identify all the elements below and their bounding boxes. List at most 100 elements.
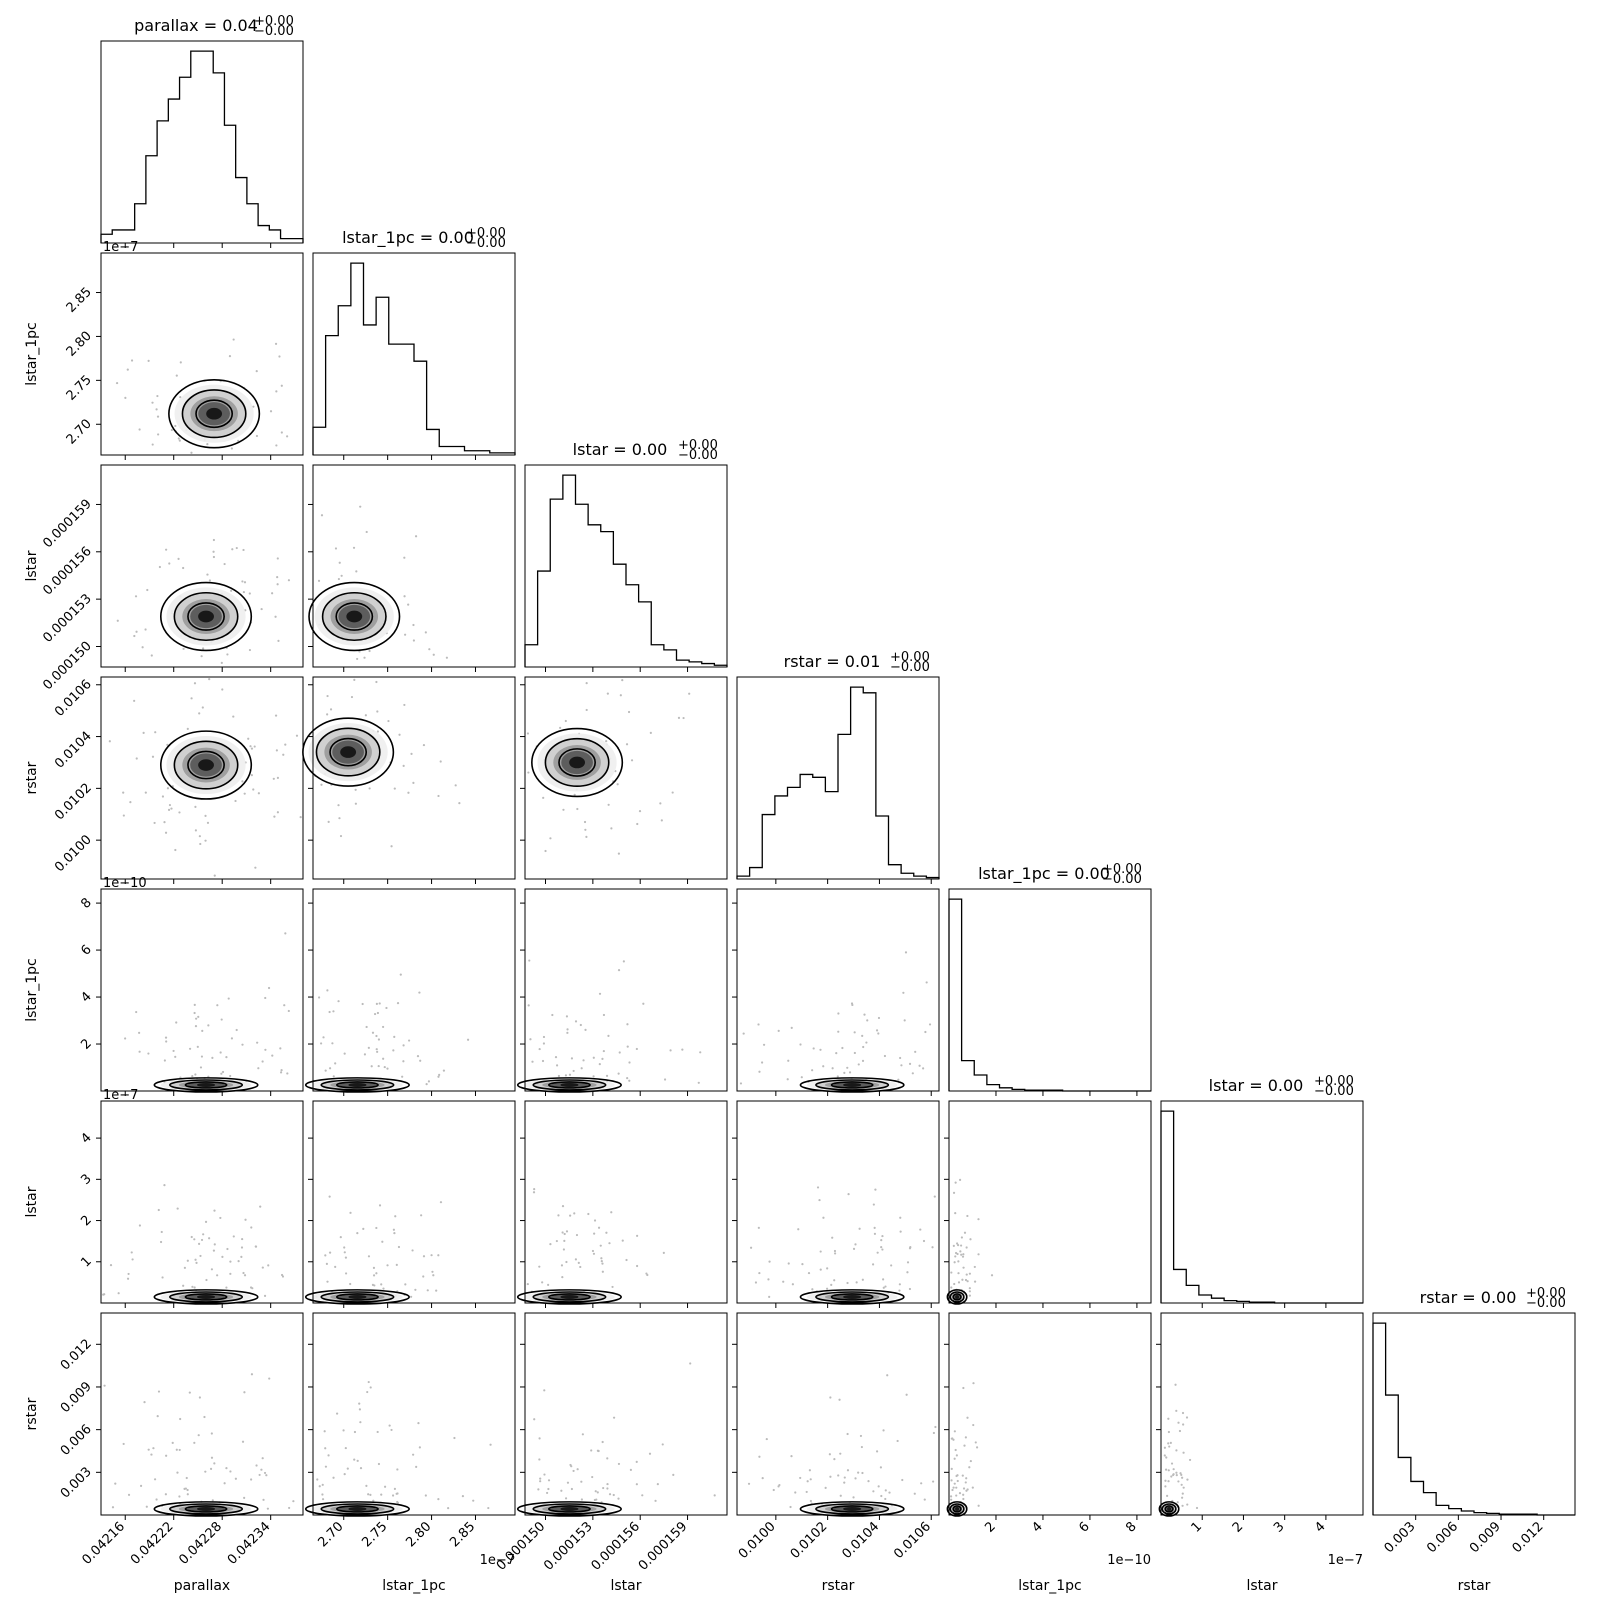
- sample-point: [250, 1478, 253, 1481]
- sample-point: [583, 820, 587, 824]
- sample-point: [932, 1480, 935, 1483]
- sample-point: [193, 1003, 196, 1007]
- sample-point: [284, 743, 287, 746]
- sample-point: [127, 1493, 131, 1496]
- sample-point: [326, 1280, 329, 1283]
- y-axis-label: lstar_1pc: [24, 958, 40, 1022]
- sample-point: [252, 788, 255, 791]
- sample-point: [391, 1494, 395, 1497]
- sample-point: [163, 1059, 166, 1062]
- sample-point: [317, 579, 321, 582]
- sample-point: [328, 1067, 332, 1070]
- sample-point: [906, 1271, 909, 1274]
- sample-point: [203, 1415, 206, 1419]
- sample-point: [950, 1286, 953, 1289]
- sample-point: [959, 1250, 962, 1253]
- sample-point: [600, 1257, 603, 1260]
- contour-line: [946, 1501, 968, 1517]
- sample-point: [437, 1254, 440, 1257]
- sample-point: [161, 1276, 164, 1279]
- sample-point: [956, 1242, 959, 1245]
- sample-point: [194, 1258, 197, 1261]
- sample-point: [200, 655, 203, 658]
- sample-point: [555, 1239, 558, 1243]
- sample-point: [1164, 1479, 1167, 1482]
- contour-line: [302, 717, 395, 787]
- panel-frame: [100, 1100, 304, 1304]
- x-tick-label: 0.012: [1510, 1519, 1547, 1556]
- sample-point: [164, 831, 168, 834]
- sample-point: [590, 1449, 593, 1452]
- sample-point: [881, 1248, 884, 1251]
- sample-point: [809, 1478, 812, 1481]
- sample-point: [952, 1191, 956, 1194]
- sample-point: [562, 1248, 566, 1251]
- sample-point: [1167, 1442, 1170, 1445]
- sample-point: [353, 1430, 357, 1434]
- contour-line: [532, 1503, 607, 1515]
- sample-point: [557, 1074, 561, 1078]
- sample-point: [207, 1024, 210, 1027]
- sample-point: [528, 959, 531, 962]
- sample-point: [593, 1219, 597, 1222]
- sample-point: [232, 715, 235, 718]
- panel-frame: [312, 464, 516, 668]
- sample-point: [606, 1457, 609, 1460]
- sample-point: [1165, 1456, 1168, 1459]
- sample-point: [899, 1230, 902, 1233]
- sample-point: [607, 1034, 610, 1037]
- sample-point: [955, 1494, 958, 1497]
- sample-point: [880, 1494, 883, 1498]
- sample-point: [147, 1448, 150, 1451]
- title-upper-error: +0.00: [466, 226, 506, 241]
- density-level: [348, 1294, 367, 1299]
- sample-point: [403, 595, 406, 598]
- sample-point: [439, 760, 442, 763]
- x-tick-label: 2: [1230, 1519, 1246, 1535]
- sample-point: [188, 1047, 192, 1050]
- panel-title: rstar = 0.00: [1420, 1288, 1517, 1307]
- sample-point: [403, 703, 406, 707]
- sample-point: [197, 1434, 200, 1437]
- density-level: [196, 1294, 216, 1299]
- sample-point: [760, 1061, 764, 1064]
- sample-point: [877, 1016, 881, 1020]
- sample-point: [216, 1274, 219, 1277]
- sample-point: [404, 1283, 407, 1286]
- sample-point: [825, 1287, 829, 1290]
- sample-point: [1182, 1451, 1185, 1454]
- sample-point: [274, 714, 278, 717]
- contour-line: [184, 1293, 228, 1301]
- sample-point: [579, 1023, 582, 1027]
- y-tick-label: 4: [78, 989, 94, 1005]
- panel-frame: [736, 1100, 940, 1304]
- sample-point: [1169, 1441, 1172, 1445]
- sample-point: [412, 781, 415, 784]
- sample-point: [364, 714, 367, 717]
- sample-point: [837, 1012, 840, 1015]
- sample-point: [426, 1289, 429, 1292]
- sample-point: [395, 1492, 398, 1495]
- sample-point: [566, 1031, 569, 1034]
- sample-point: [437, 794, 440, 798]
- sample-point: [875, 1450, 879, 1453]
- sample-point: [950, 1498, 953, 1501]
- density-level: [198, 759, 214, 771]
- panel-2-1: [308, 464, 516, 672]
- sample-point: [960, 1236, 963, 1239]
- sample-point: [852, 1496, 855, 1499]
- sample-point: [933, 1195, 936, 1198]
- sample-point: [185, 1476, 188, 1480]
- sample-point: [549, 1243, 552, 1246]
- sample-point: [334, 1265, 337, 1268]
- sample-point: [220, 1018, 223, 1021]
- sample-point: [1163, 1454, 1166, 1457]
- sample-point: [271, 1054, 274, 1057]
- sample-point: [241, 1043, 244, 1046]
- sample-point: [790, 1455, 793, 1458]
- sample-point: [257, 1067, 260, 1070]
- panel-frame: [524, 1100, 728, 1304]
- sample-point: [250, 1373, 254, 1376]
- sample-point: [404, 633, 407, 636]
